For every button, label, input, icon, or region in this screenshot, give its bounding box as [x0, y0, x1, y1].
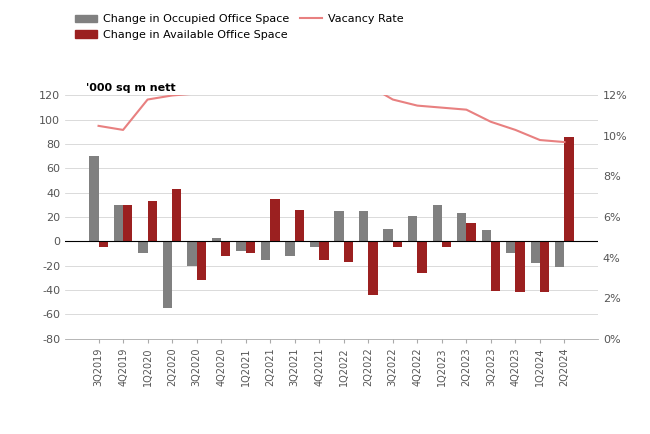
- Bar: [246, 241, 255, 253]
- Bar: [294, 210, 304, 241]
- Bar: [506, 241, 515, 253]
- Bar: [138, 241, 148, 253]
- Bar: [515, 241, 525, 293]
- Bar: [172, 189, 181, 241]
- Bar: [270, 199, 280, 241]
- Bar: [530, 241, 540, 263]
- Bar: [221, 241, 231, 256]
- Bar: [237, 241, 246, 251]
- Bar: [457, 214, 466, 241]
- Text: '000 sq m nett: '000 sq m nett: [86, 83, 176, 93]
- Bar: [114, 205, 123, 241]
- Bar: [564, 137, 574, 241]
- Bar: [197, 241, 206, 280]
- Bar: [393, 241, 402, 247]
- Bar: [285, 241, 294, 256]
- Bar: [335, 211, 344, 241]
- Bar: [212, 238, 221, 241]
- Bar: [555, 241, 564, 267]
- Bar: [384, 229, 393, 241]
- Bar: [408, 216, 417, 241]
- Bar: [162, 241, 172, 308]
- Bar: [540, 241, 549, 293]
- Bar: [319, 241, 328, 260]
- Bar: [123, 205, 133, 241]
- Bar: [369, 241, 378, 295]
- Bar: [261, 241, 270, 260]
- Bar: [417, 241, 426, 273]
- Legend: Change in Occupied Office Space, Change in Available Office Space, Vacancy Rate: Change in Occupied Office Space, Change …: [71, 10, 408, 44]
- Bar: [491, 241, 500, 291]
- Bar: [89, 156, 99, 241]
- Bar: [310, 241, 319, 247]
- Bar: [99, 241, 108, 247]
- Bar: [148, 201, 157, 241]
- Bar: [187, 241, 197, 266]
- Bar: [442, 241, 451, 247]
- Bar: [344, 241, 353, 262]
- Bar: [482, 230, 491, 241]
- Bar: [466, 223, 476, 241]
- Bar: [359, 211, 369, 241]
- Bar: [432, 205, 442, 241]
